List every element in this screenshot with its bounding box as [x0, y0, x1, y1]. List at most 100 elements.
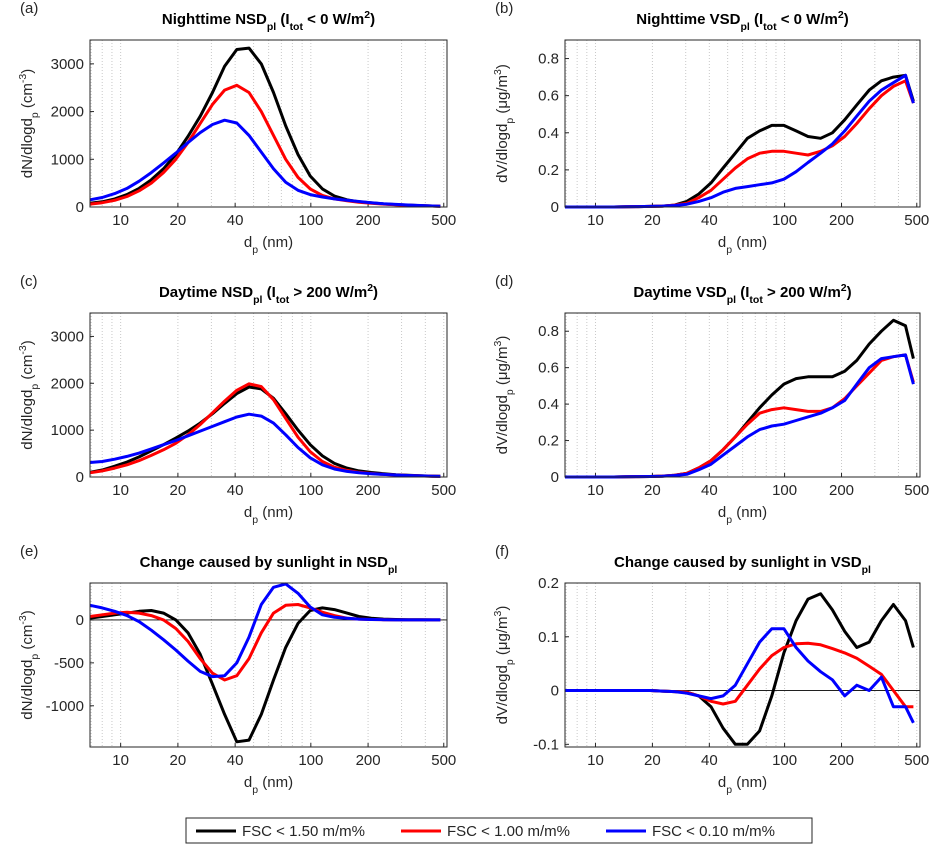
- x-tick-label: 200: [829, 752, 854, 769]
- legend: FSC < 1.50 m/m% FSC < 1.00 m/m% FSC < 0.10…: [185, 817, 813, 844]
- y-axis-label: dN/dlogdp (cm-3): [17, 340, 41, 449]
- panel-label: (f): [495, 543, 509, 560]
- y-tick-label: 0.2: [538, 433, 559, 450]
- text-segment: ): [19, 610, 36, 615]
- data-line: [565, 627, 915, 724]
- y-tick-label: 0.2: [538, 162, 559, 179]
- x-axis-label: dp (nm): [718, 234, 767, 256]
- x-tick-label: 40: [227, 212, 244, 229]
- text-segment: p: [504, 659, 516, 665]
- x-tick-label: 10: [587, 212, 604, 229]
- text-segment: (cm: [19, 625, 36, 654]
- text-segment: > 200 W/m: [289, 284, 367, 301]
- text-segment: p: [504, 118, 516, 124]
- text-segment: p: [726, 784, 732, 796]
- text-segment: dN/dlogd: [19, 660, 36, 720]
- y-tick-label: 0: [551, 469, 559, 486]
- chart-title: Daytime VSDpl (Itot > 200 W/m2): [633, 282, 851, 306]
- x-axis-label: dp (nm): [244, 774, 293, 796]
- text-segment: p: [29, 654, 41, 660]
- text-segment: dN/dlogd: [19, 118, 36, 178]
- text-segment: < 0 W/m: [777, 11, 838, 28]
- text-segment: ): [844, 11, 849, 28]
- text-segment: tot: [276, 294, 290, 306]
- text-segment: pl: [740, 21, 749, 33]
- y-tick-label: 0.4: [538, 125, 559, 142]
- panel-label: (a): [20, 0, 38, 17]
- legend-label: FSC < 1.50 m/m%: [242, 823, 365, 840]
- x-tick-label: 20: [644, 752, 661, 769]
- x-tick-label: 200: [829, 482, 854, 499]
- y-tick-label: 1000: [51, 151, 84, 168]
- x-tick-label: 500: [904, 482, 929, 499]
- text-segment: p: [29, 384, 41, 390]
- panel-label: (c): [20, 273, 38, 290]
- text-segment: > 200 W/m: [763, 284, 841, 301]
- axes-box: [564, 312, 921, 478]
- y-tick-label: 0.2: [538, 575, 559, 592]
- text-segment: Daytime VSD: [633, 284, 727, 301]
- text-segment: (I: [262, 284, 275, 301]
- legend-label: FSC < 0.10 m/m%: [652, 823, 775, 840]
- text-segment: tot: [749, 294, 763, 306]
- text-segment: -3: [17, 345, 29, 354]
- text-segment: (cm: [19, 83, 36, 112]
- text-segment: p: [252, 784, 258, 796]
- chart-title: Nighttime NSDpl (Itot < 0 W/m2): [162, 9, 375, 33]
- text-segment: ): [494, 606, 511, 611]
- y-tick-label: 0: [76, 469, 84, 486]
- text-segment: dN/dlogd: [19, 390, 36, 450]
- text-segment: 2: [838, 9, 844, 21]
- x-tick-label: 100: [772, 752, 797, 769]
- x-tick-label: 200: [356, 752, 381, 769]
- chart-title: Nighttime VSDpl (Itot < 0 W/m2): [636, 9, 848, 33]
- text-segment: p: [504, 389, 516, 395]
- x-tick-label: 20: [170, 482, 187, 499]
- text-segment: p: [252, 244, 258, 256]
- axes-box: [564, 582, 921, 748]
- x-tick-label: 500: [431, 752, 456, 769]
- x-tick-label: 200: [356, 212, 381, 229]
- chart-title: Change caused by sunlight in NSDpl: [140, 554, 398, 576]
- y-tick-label: -500: [54, 655, 84, 672]
- x-tick-label: 100: [298, 752, 323, 769]
- text-segment: (cm: [19, 355, 36, 384]
- y-axis-label: dV/dlogdp (μg/m3): [492, 336, 516, 455]
- text-segment: (nm): [732, 234, 767, 251]
- x-tick-label: 20: [644, 212, 661, 229]
- x-tick-label: 100: [298, 212, 323, 229]
- y-tick-label: 0.6: [538, 360, 559, 377]
- text-segment: ): [370, 11, 375, 28]
- x-axis-label: dp (nm): [718, 774, 767, 796]
- text-segment: ): [19, 340, 36, 345]
- text-segment: (μg/m: [494, 616, 511, 659]
- text-segment: p: [726, 244, 732, 256]
- text-segment: 3: [492, 610, 504, 616]
- x-tick-label: 500: [904, 212, 929, 229]
- x-tick-label: 40: [227, 752, 244, 769]
- y-tick-label: 2000: [51, 375, 84, 392]
- y-tick-label: 0: [551, 199, 559, 216]
- y-tick-label: 0: [76, 612, 84, 629]
- y-tick-label: 0.4: [538, 396, 559, 413]
- x-tick-label: 10: [112, 212, 129, 229]
- text-segment: ): [373, 284, 378, 301]
- text-segment: (nm): [258, 504, 293, 521]
- y-tick-label: -1000: [46, 698, 84, 715]
- x-tick-label: 100: [772, 212, 797, 229]
- chart-title: Daytime NSDpl (Itot > 200 W/m2): [159, 282, 378, 306]
- y-tick-label: 0.8: [538, 51, 559, 68]
- text-segment: Daytime NSD: [159, 284, 253, 301]
- x-tick-label: 40: [227, 482, 244, 499]
- text-segment: (I: [736, 284, 749, 301]
- x-tick-label: 100: [298, 482, 323, 499]
- y-tick-label: 0.1: [538, 629, 559, 646]
- x-axis-label: dp (nm): [244, 504, 293, 526]
- text-segment: (I: [750, 11, 763, 28]
- axes-box: [89, 312, 448, 478]
- text-segment: dV/dlogd: [494, 124, 511, 183]
- text-segment: (nm): [732, 504, 767, 521]
- axes-box: [564, 39, 921, 208]
- x-tick-label: 200: [829, 212, 854, 229]
- panel-label: (d): [495, 273, 513, 290]
